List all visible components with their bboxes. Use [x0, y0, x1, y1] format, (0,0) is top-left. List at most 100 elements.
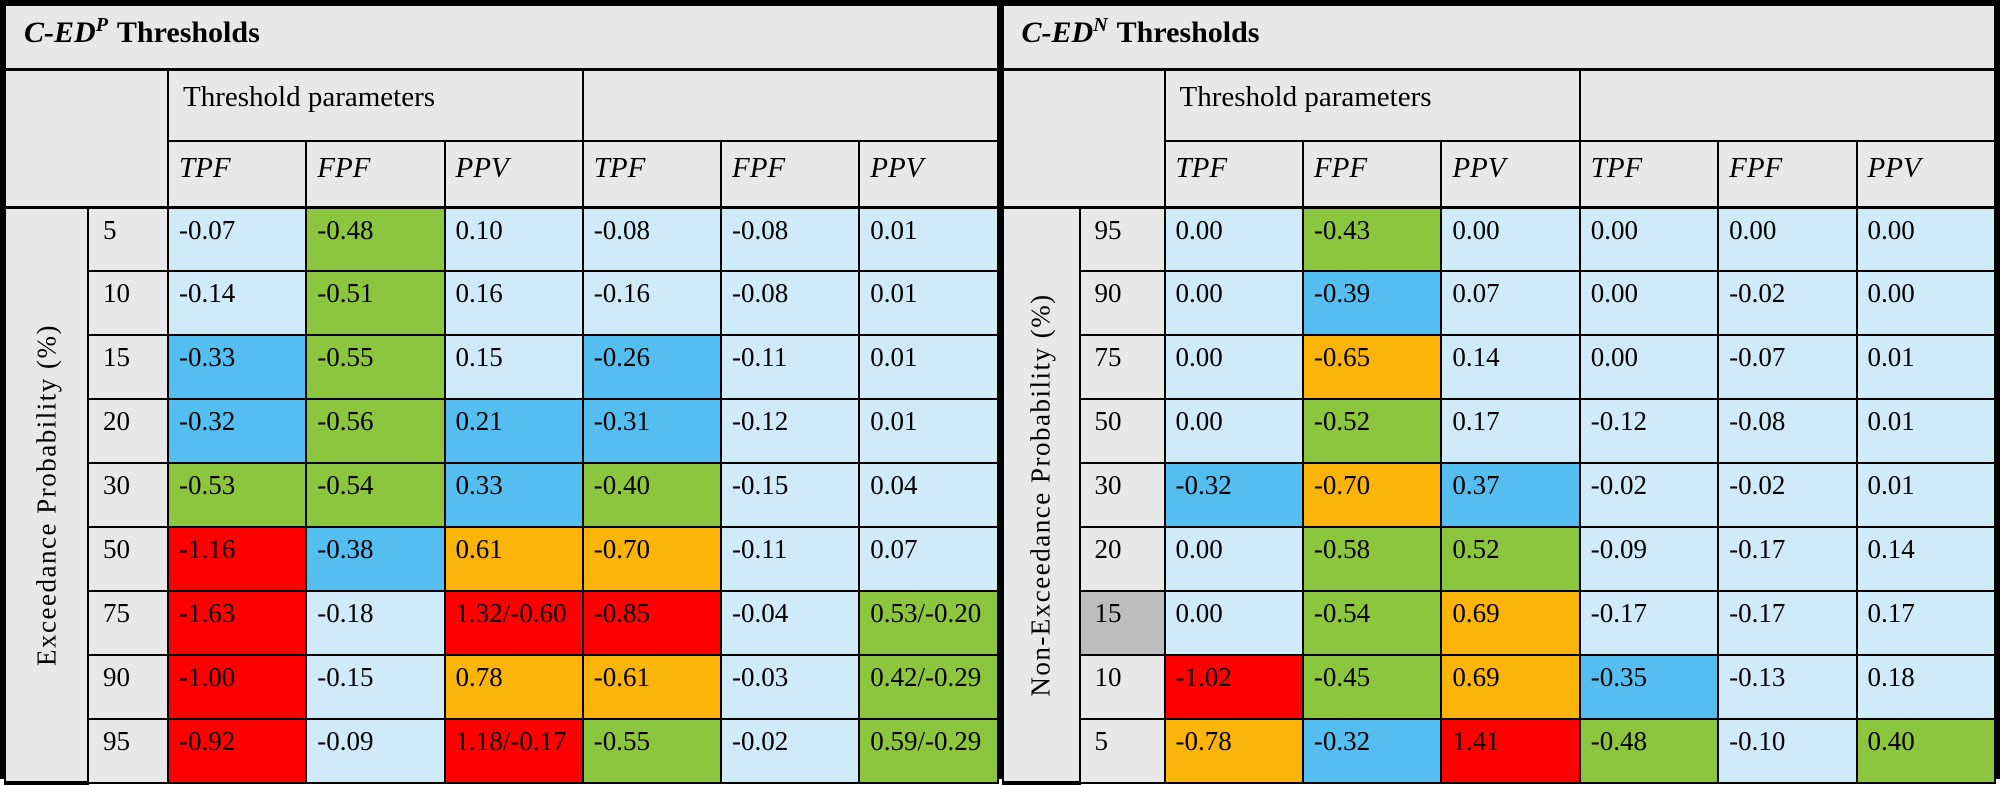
data-cell: 0.61 [443, 526, 584, 592]
data-cell: -0.32 [1163, 462, 1304, 528]
row-label: 15 [87, 334, 169, 400]
column-header: TPF [581, 140, 723, 209]
table-row: Threshold parameters [4, 68, 999, 209]
table-row: 10 -0.14 -0.51 0.16 -0.16 -0.08 0.01 [5, 270, 999, 336]
table-row: 50 0.00 -0.52 0.17 -0.12 -0.08 0.01 [1003, 398, 1997, 464]
data-cell: -0.48 [1578, 718, 1720, 784]
data-cell: -0.17 [1717, 590, 1858, 656]
data-cell: 0.00 [1163, 398, 1304, 464]
data-cell: -0.07 [166, 206, 308, 272]
table-row: 75 -1.63 -0.18 1.32/-0.60 -0.85 -0.04 0.53/-0.… [5, 590, 999, 656]
data-cell: -0.45 [1301, 654, 1443, 720]
table-row: 20 0.00 -0.58 0.52 -0.09 -0.17 0.14 [1003, 526, 1997, 592]
data-cell: 0.21 [443, 398, 584, 464]
table-row: 75 0.00 -0.65 0.14 0.00 -0.07 0.01 [1003, 334, 1997, 400]
data-cell: 0.78 [443, 654, 584, 720]
data-cell: 1.41 [1440, 718, 1581, 784]
data-cell: -0.08 [719, 206, 861, 272]
data-cell: -0.15 [719, 462, 861, 528]
table-row: 90 -1.00 -0.15 0.78 -0.61 -0.03 0.42/-0.29 [5, 654, 999, 720]
row-label: 95 [1078, 206, 1166, 272]
row-label: 50 [1078, 398, 1166, 464]
data-cell: -0.04 [719, 590, 861, 656]
data-cell: -0.08 [581, 206, 723, 272]
data-cell: 0.00 [1163, 206, 1304, 272]
data-cell: 0.01 [858, 334, 999, 400]
data-cell: -0.08 [719, 270, 861, 336]
data-cell: 0.01 [858, 270, 999, 336]
column-header: PPV [858, 140, 999, 209]
data-cell: -0.43 [1301, 206, 1443, 272]
ced-p-panel: C-EDP Thresholds Threshold parameters TPF… [4, 4, 1002, 785]
data-cell: 0.33 [443, 462, 584, 528]
ced-p-table: C-EDP Thresholds Threshold parameters TPF… [4, 4, 999, 785]
ced-n-panel: C-EDN Thresholds Threshold parameters TPF… [1001, 4, 1997, 785]
data-cell: -0.39 [1301, 270, 1443, 336]
column-header: FPF [305, 140, 446, 209]
data-cell: 0.00 [1578, 206, 1720, 272]
column-header: PPV [1440, 140, 1581, 209]
data-cell: -0.11 [719, 526, 861, 592]
table-row: 5 -0.78 -0.32 1.41 -0.48 -0.10 0.40 [1003, 718, 1997, 784]
data-cell: -0.09 [1578, 526, 1720, 592]
data-cell: 0.37 [1440, 462, 1581, 528]
row-label: 30 [1078, 462, 1166, 528]
data-cell: -0.02 [1578, 462, 1720, 528]
data-cell: 0.14 [1440, 334, 1581, 400]
column-header: TPF [1578, 140, 1720, 209]
data-cell: 0.59/-0.29 [858, 718, 999, 784]
data-cell: 0.17 [1855, 590, 1997, 656]
row-label: 10 [87, 270, 169, 336]
data-cell: 0.00 [1163, 590, 1304, 656]
table-row: 30 -0.32 -0.70 0.37 -0.02 -0.02 0.01 [1003, 462, 1997, 528]
table-row: TPF FPF PPV TPF FPF PPV [5, 140, 999, 209]
data-cell: -0.78 [1163, 718, 1304, 784]
corner-cell [1001, 68, 1166, 209]
data-cell: 0.18 [1855, 654, 1997, 720]
data-cell: -0.32 [1301, 718, 1443, 784]
data-cell: 0.00 [1163, 526, 1304, 592]
data-cell: -1.63 [166, 590, 308, 656]
data-cell: 0.69 [1440, 590, 1581, 656]
table-row: 90 0.00 -0.39 0.07 0.00 -0.02 0.00 [1003, 270, 1997, 336]
title-superscript: P [95, 14, 108, 36]
data-cell: -0.92 [166, 718, 308, 784]
data-cell: 0.10 [443, 206, 584, 272]
data-cell: -0.02 [719, 718, 861, 784]
data-cell: -0.12 [1578, 398, 1720, 464]
group-header-empty [581, 68, 999, 142]
data-cell: 0.69 [1440, 654, 1581, 720]
row-label: 20 [87, 398, 169, 464]
data-cell: -0.14 [166, 270, 308, 336]
data-cell: 0.15 [443, 334, 584, 400]
data-cell: -0.16 [581, 270, 723, 336]
corner-cell [4, 68, 169, 209]
data-cell: -0.48 [305, 206, 446, 272]
table-row: C-EDN Thresholds [1001, 4, 1996, 71]
data-cell: -0.35 [1578, 654, 1720, 720]
group-header: Threshold parameters [167, 68, 584, 142]
data-cell: 0.07 [1440, 270, 1581, 336]
data-cell: -0.32 [166, 398, 308, 464]
data-cell: 1.18/-0.17 [443, 718, 584, 784]
data-cell: 0.00 [1578, 270, 1720, 336]
table-row: 15 -0.33 -0.55 0.15 -0.26 -0.11 0.01 [5, 334, 999, 400]
column-header: TPF [166, 140, 308, 209]
data-cell: -0.70 [1301, 462, 1443, 528]
side-axis-label-cell: Non-Exceedance Probability (%) [1001, 206, 1081, 785]
table-row: Exceedance Probability (%) 5 -0.07 -0.48 0.1… [4, 206, 999, 785]
row-label: 90 [87, 654, 169, 720]
data-cell: -0.07 [1717, 334, 1858, 400]
column-header: FPF [1717, 140, 1858, 209]
data-cell: 0.00 [1163, 334, 1304, 400]
data-cell: 0.00 [1440, 206, 1581, 272]
column-header: PPV [443, 140, 584, 209]
data-cell: 0.01 [1855, 334, 1997, 400]
data-cell: -0.18 [305, 590, 446, 656]
data-cell: -0.13 [1717, 654, 1858, 720]
data-cell: -0.08 [1717, 398, 1858, 464]
data-cell: 0.01 [1855, 398, 1997, 464]
table-row: 95 -0.92 -0.09 1.18/-0.17 -0.55 -0.02 0.59/-0.… [5, 718, 999, 784]
data-cell: 0.07 [858, 526, 999, 592]
